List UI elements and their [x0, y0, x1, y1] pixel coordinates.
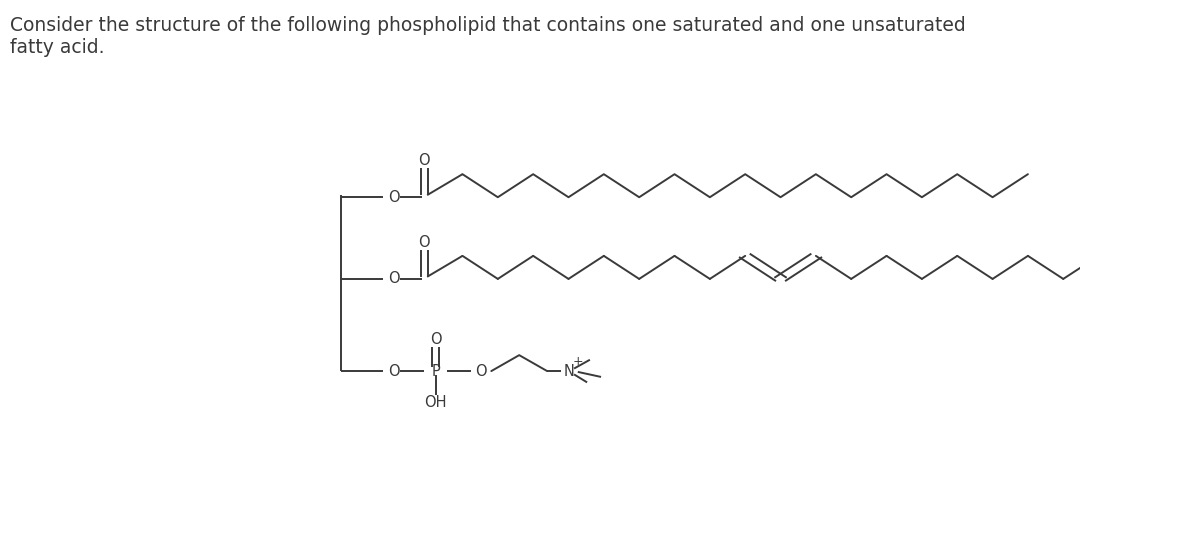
Text: O: O [388, 190, 400, 205]
Text: O: O [475, 363, 487, 379]
Text: O: O [388, 363, 400, 379]
Text: O: O [419, 153, 430, 168]
Text: Consider the structure of the following phospholipid that contains one saturated: Consider the structure of the following … [10, 16, 965, 57]
Text: O: O [419, 234, 430, 250]
Text: P: P [431, 363, 440, 379]
Text: OH: OH [425, 395, 446, 410]
Text: +: + [572, 355, 583, 368]
Text: O: O [430, 332, 442, 347]
Text: O: O [388, 271, 400, 286]
Text: N: N [564, 363, 575, 379]
